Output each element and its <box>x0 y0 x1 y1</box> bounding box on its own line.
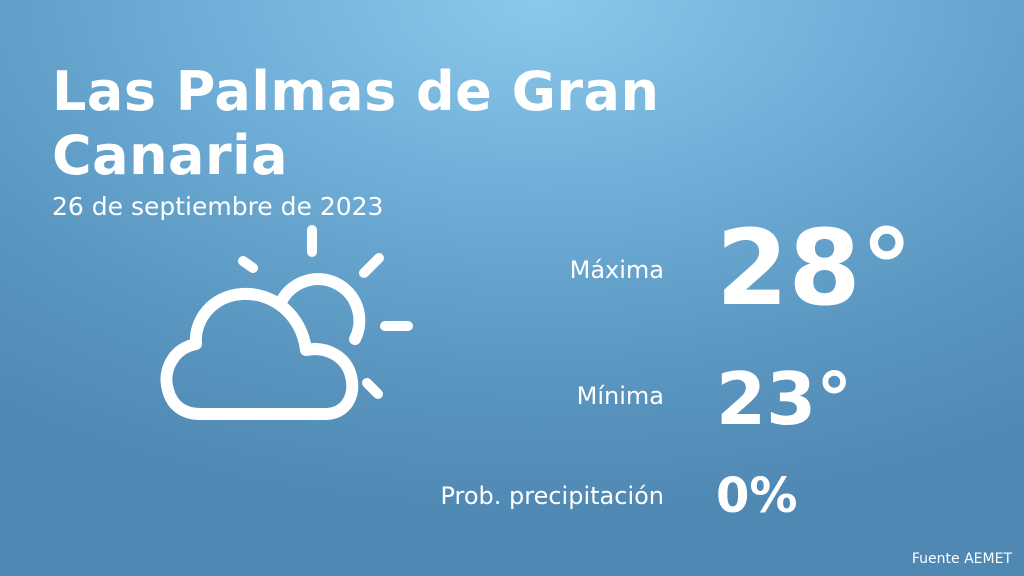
min-temp-label: Mínima <box>576 382 664 410</box>
forecast-date: 26 de septiembre de 2023 <box>52 192 384 221</box>
city-name: Las Palmas de Gran Canaria <box>52 60 660 187</box>
max-temp-value: 28° <box>716 207 913 329</box>
min-temp-value: 23° <box>716 357 853 441</box>
precipitation-value: 0% <box>716 468 798 524</box>
sun-behind-cloud-icon <box>160 225 413 420</box>
max-temp-label: Máxima <box>569 256 664 284</box>
precipitation-label: Prob. precipitación <box>440 482 664 510</box>
source-credit: Fuente AEMET <box>911 551 1012 567</box>
